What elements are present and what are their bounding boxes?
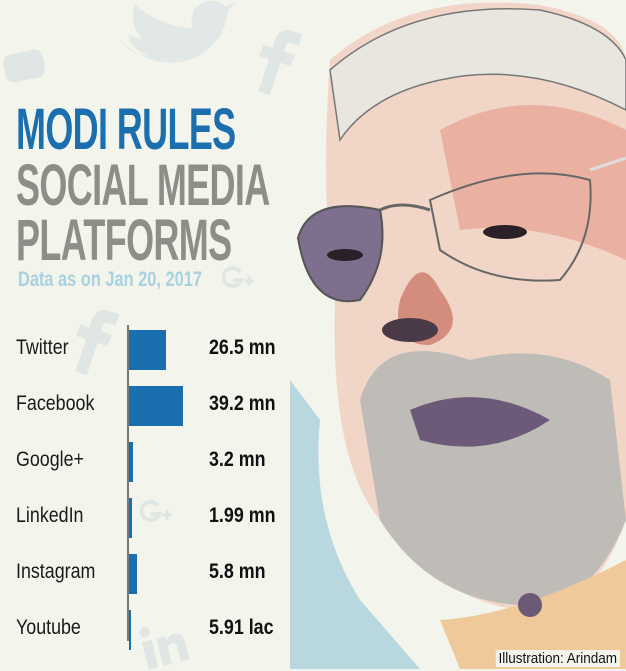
bar-instagram (129, 554, 137, 594)
bar-linkedin (129, 498, 132, 538)
data-label-linkedin: 1.99 mn (209, 504, 276, 527)
google-plus-icon (140, 500, 172, 522)
facebook-icon (75, 310, 120, 376)
portrait-illustration (290, 2, 626, 669)
category-label-twitter: Twitter (16, 336, 69, 359)
twitter-bird-icon (120, 0, 238, 63)
illustration-credit: Illustration: Arindam (496, 650, 620, 667)
y-axis-line (127, 325, 129, 641)
chart-title-line-1: MODI RULES (16, 97, 236, 162)
chart-subtitle: Data as on Jan 20, 2017 (18, 268, 202, 291)
bar-facebook (129, 386, 183, 426)
facebook-icon (258, 30, 303, 96)
bar-twitter (129, 330, 166, 370)
chart-title-line-3: PLATFORMS (16, 208, 232, 273)
bar-google (129, 442, 134, 482)
bar-youtube (129, 610, 131, 650)
category-label-linkedin: LinkedIn (16, 504, 84, 527)
category-label-youtube: Youtube (16, 616, 81, 639)
data-label-youtube: 5.91 lac (209, 616, 274, 639)
data-label-facebook: 39.2 mn (209, 392, 276, 415)
category-label-instagram: Instagram (16, 560, 96, 583)
data-label-twitter: 26.5 mn (209, 336, 276, 359)
linkedin-icon (139, 627, 190, 670)
google-plus-icon (222, 266, 254, 288)
category-label-google: Google+ (16, 448, 84, 471)
category-label-facebook: Facebook (16, 392, 95, 415)
data-label-google: 3.2 mn (209, 448, 266, 471)
chart-title-line-2: SOCIAL MEDIA (16, 153, 270, 218)
data-label-instagram: 5.8 mn (209, 560, 266, 583)
youtube-icon (1, 48, 47, 84)
